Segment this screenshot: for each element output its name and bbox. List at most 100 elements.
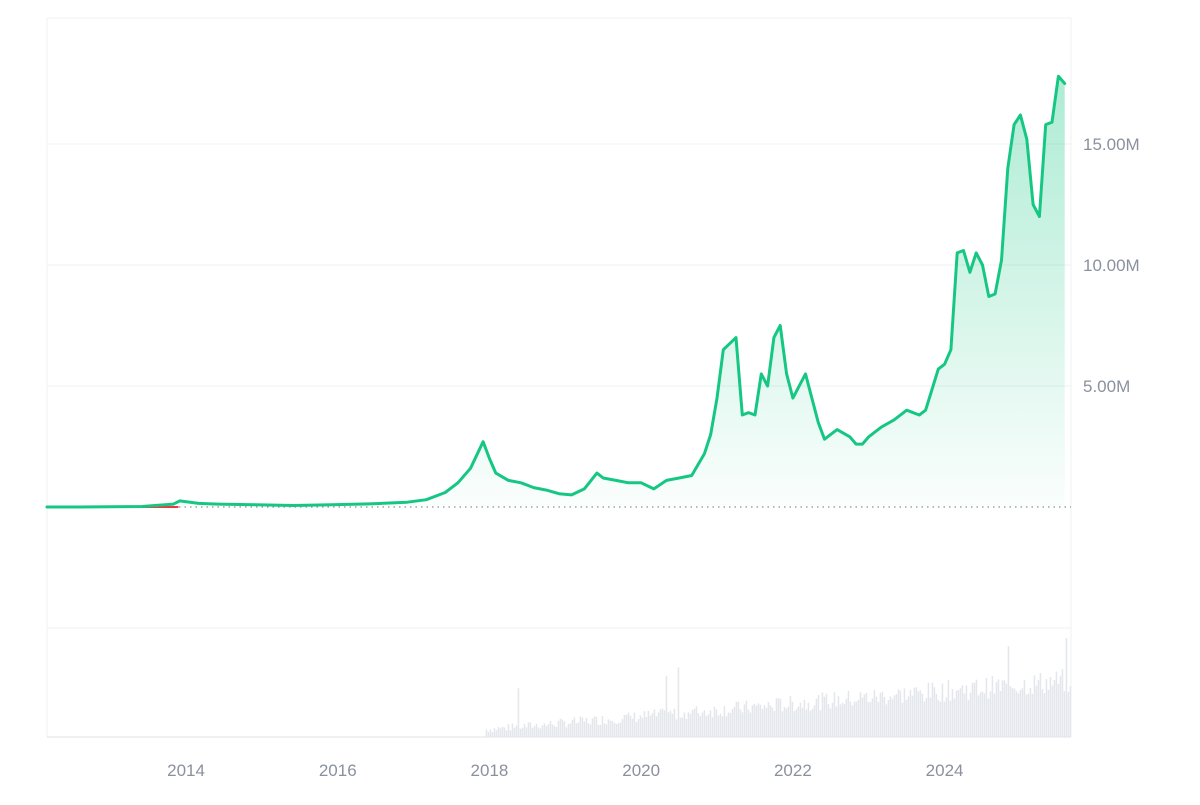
x-tick-label: 2018 — [471, 761, 509, 780]
volume-bar — [793, 711, 796, 737]
volume-bar — [761, 708, 764, 737]
volume-bar — [669, 710, 672, 737]
price-point — [943, 363, 946, 366]
volume-bar — [1015, 691, 1018, 737]
price-point — [734, 336, 737, 339]
volume-bar — [579, 716, 582, 737]
volume-bar — [539, 728, 542, 737]
volume-bar — [623, 714, 626, 737]
price-point — [905, 409, 908, 412]
volume-bar — [739, 709, 742, 737]
volume-bar — [493, 728, 496, 737]
price-point — [772, 336, 775, 339]
volume-bar — [811, 709, 814, 737]
volume-bar — [523, 723, 526, 737]
volume-bar — [857, 699, 860, 737]
volume-bar — [509, 730, 512, 737]
price-point — [1013, 123, 1016, 126]
volume-bar — [863, 694, 866, 737]
volume-bar — [693, 708, 696, 737]
volume-bar — [663, 710, 666, 737]
volume-bar — [909, 690, 912, 737]
volume-bar — [535, 723, 538, 737]
volume-bar — [787, 706, 790, 737]
volume-bar — [563, 721, 566, 737]
price-point — [507, 479, 510, 482]
x-tick-label: 2016 — [319, 761, 357, 780]
volume-bar — [1047, 689, 1050, 737]
y-tick-label: 5.00M — [1083, 377, 1130, 396]
price-point — [456, 481, 459, 484]
volume-bar — [795, 709, 798, 737]
volume-bar — [541, 725, 544, 737]
volume-bar — [813, 705, 816, 737]
volume-bar — [649, 715, 652, 737]
volume-bar — [565, 727, 568, 737]
volume-bar — [545, 725, 548, 737]
price-point — [640, 481, 643, 484]
volume-bar — [533, 726, 536, 737]
volume-bar — [983, 693, 986, 737]
price-point — [1063, 82, 1066, 85]
volume-bar — [967, 699, 970, 737]
volume-bar — [819, 710, 822, 737]
volume-bar — [849, 701, 852, 737]
volume-bar — [613, 722, 616, 737]
volume-bar — [647, 710, 650, 737]
volume-bar — [1045, 679, 1048, 737]
price-point — [994, 293, 997, 296]
volume-bar — [911, 695, 914, 737]
price-point — [785, 372, 788, 375]
volume-bar — [641, 717, 644, 737]
volume-bar — [733, 706, 736, 737]
volume-bar — [659, 709, 662, 737]
volume-bar — [933, 687, 936, 737]
volume-bar — [937, 700, 940, 737]
volume-bar — [701, 712, 704, 737]
volume-bar — [585, 718, 588, 737]
volume-bar — [587, 723, 590, 737]
price-point — [1019, 113, 1022, 116]
volume-bar — [531, 727, 534, 737]
price-point — [1032, 203, 1035, 206]
volume-bar — [567, 723, 570, 737]
price-point — [602, 476, 605, 479]
volume-bar — [607, 719, 610, 737]
volume-bar — [681, 717, 684, 737]
price-point — [918, 414, 921, 417]
volume-bar — [667, 712, 670, 737]
price-point — [406, 501, 409, 504]
volume-bar — [905, 699, 908, 737]
price-point — [690, 474, 693, 477]
volume-bar — [595, 716, 598, 737]
volume-bar — [529, 722, 532, 737]
volume-bar — [827, 704, 830, 737]
price-point — [987, 295, 990, 298]
price-point — [197, 502, 200, 505]
volume-bar — [981, 691, 984, 737]
volume-bar — [1011, 688, 1014, 737]
volume-bar — [747, 709, 750, 737]
volume-bar — [763, 705, 766, 737]
volume-bar — [755, 705, 758, 737]
volume-bar — [877, 701, 880, 737]
volume-bar — [683, 712, 686, 737]
volume-bar — [703, 710, 706, 737]
volume-bar — [969, 692, 972, 737]
volume-bar — [501, 726, 504, 737]
volume-bar — [783, 706, 786, 737]
volume-bar — [699, 715, 702, 737]
volume-bar — [879, 692, 882, 737]
price-point — [817, 421, 820, 424]
volume-bar — [895, 694, 898, 737]
volume-bar — [767, 701, 770, 737]
volume-bar — [897, 689, 900, 737]
volume-bar — [853, 701, 856, 737]
volume-bar — [527, 722, 530, 737]
volume-bar — [851, 705, 854, 737]
volume-bar — [887, 699, 890, 737]
price-point — [532, 486, 535, 489]
volume-bar — [741, 712, 744, 737]
volume-bar — [809, 710, 812, 737]
